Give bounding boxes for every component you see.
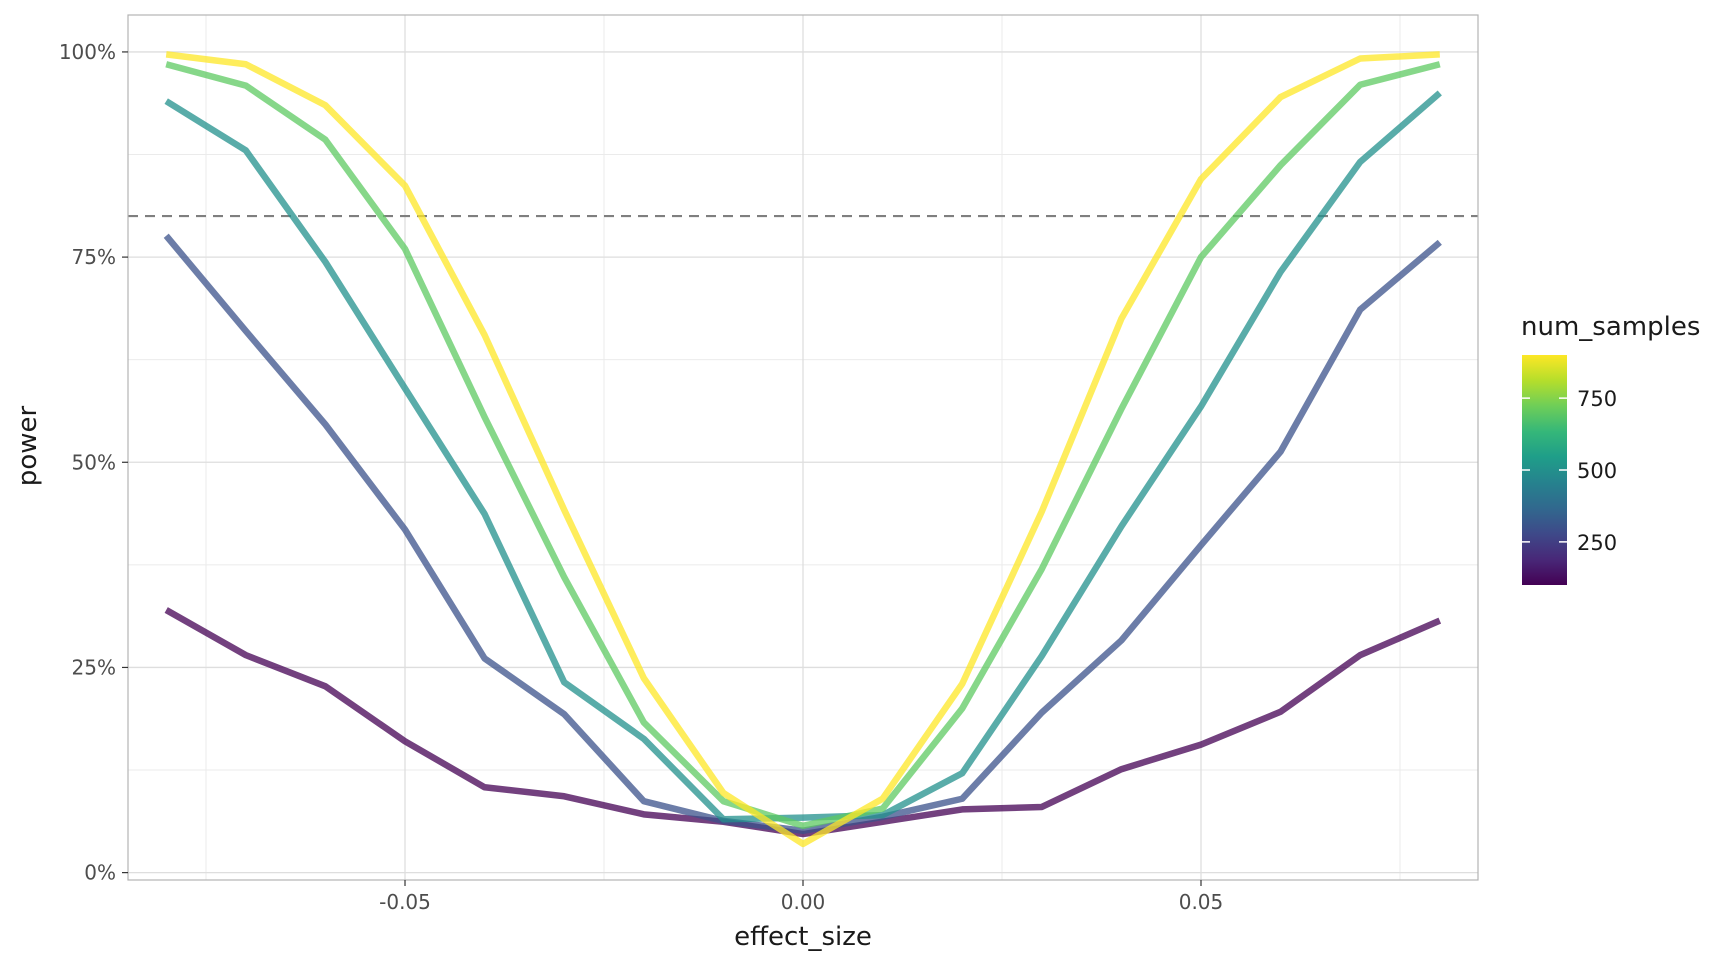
legend-break-label: 250 [1577,531,1617,555]
y-tick-label: 100% [59,40,116,64]
y-tick-label: 25% [72,655,116,679]
series-line-100 [164,607,1442,838]
legend-break-label: 750 [1577,387,1617,411]
x-tick-label: 0.05 [1179,890,1224,914]
series-line-300 [163,233,1442,835]
series-lines [163,51,1442,848]
series-line-500 [164,90,1442,823]
y-axis-tick-labels: 0% 25% 50% 75% 100% [59,40,116,885]
series-line-750 [165,61,1441,830]
y-tick-label: 75% [72,245,116,269]
y-tick-label: 50% [72,450,116,474]
y-axis-title: power [13,406,43,487]
y-tick-label: 0% [84,861,116,885]
legend-title: num_samples [1521,312,1700,342]
legend-break-label: 500 [1577,459,1617,483]
x-tick-label: -0.05 [379,890,431,914]
major-gridlines [128,15,1478,880]
x-axis-tick-labels: -0.05 0.00 0.05 [379,890,1223,914]
legend: num_samples 250 500 750 [1521,312,1700,585]
x-tick-label: 0.00 [781,890,826,914]
x-axis-title: effect_size [734,922,872,952]
axis-ticks [122,51,1202,886]
legend-ticks: 250 500 750 [1522,387,1617,555]
series-line-900 [165,51,1440,848]
